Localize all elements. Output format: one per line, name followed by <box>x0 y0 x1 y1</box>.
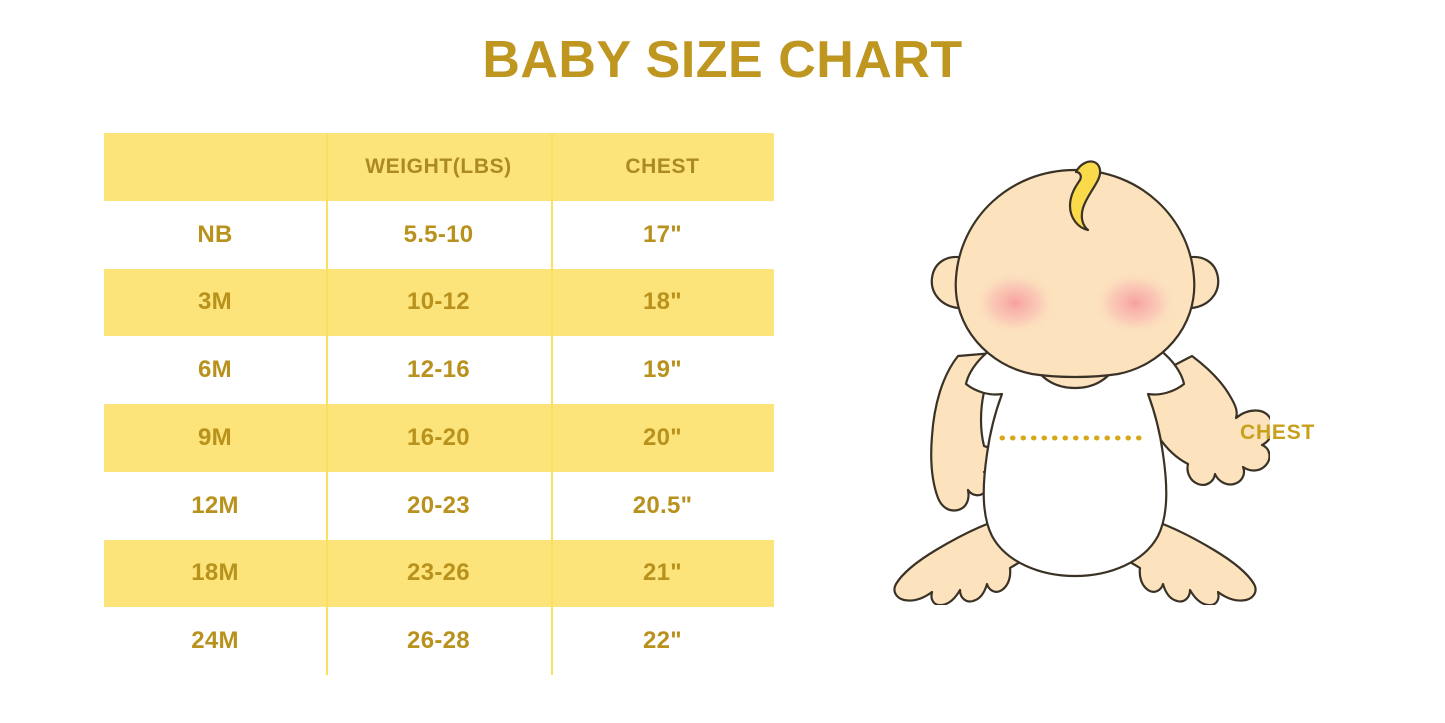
cell-size: 24M <box>191 627 239 655</box>
table-row: NB 5.5-10 17" <box>104 201 774 269</box>
cell-chest: 19" <box>643 356 682 384</box>
table-row: 9M 16-20 20" <box>104 404 774 472</box>
cell-chest: 20" <box>643 423 682 451</box>
chest-measure-label: CHEST <box>1240 421 1316 444</box>
baby-hair-curl <box>1068 160 1102 232</box>
header-cell-chest: CHEST <box>625 154 700 178</box>
cell-weight: 20-23 <box>407 491 470 519</box>
page-title: BABY SIZE CHART <box>482 31 963 89</box>
cell-weight: 23-26 <box>407 559 470 587</box>
header-cell-weight: WEIGHT(LBS) <box>365 154 512 178</box>
cell-size: 9M <box>198 423 232 451</box>
table-row: 24M 26-28 22" <box>104 607 774 675</box>
cell-chest: 20.5" <box>632 491 693 519</box>
baby-illustration <box>880 160 1270 605</box>
size-chart-table: WEIGHT(LBS) CHEST NB 5.5-10 17" 3M 10-12… <box>104 133 774 675</box>
cell-weight: 12-16 <box>407 356 470 384</box>
cell-chest: 18" <box>643 288 682 316</box>
cell-chest: 22" <box>643 627 682 655</box>
column-divider-1 <box>326 133 328 675</box>
cell-weight: 5.5-10 <box>403 220 474 248</box>
cell-weight: 10-12 <box>407 288 470 316</box>
column-divider-2 <box>551 133 553 675</box>
cell-size: 3M <box>198 288 232 316</box>
baby-cheeks <box>972 270 1178 336</box>
cell-size: 18M <box>191 559 239 587</box>
cell-chest: 21" <box>643 559 682 587</box>
cell-chest: 17" <box>643 220 682 248</box>
table-row: 12M 20-23 20.5" <box>104 472 774 540</box>
table-header-row: WEIGHT(LBS) CHEST <box>104 133 774 201</box>
table-row: 3M 10-12 18" <box>104 268 774 337</box>
table-row: 6M 12-16 19" <box>104 336 774 404</box>
cell-size: 6M <box>198 356 232 384</box>
cell-weight: 16-20 <box>407 423 470 451</box>
cell-size: 12M <box>191 491 239 519</box>
cell-size: NB <box>197 220 233 248</box>
cell-weight: 26-28 <box>407 627 470 655</box>
table-row: 18M 23-26 21" <box>104 539 774 608</box>
baby-onesie <box>964 326 1186 578</box>
